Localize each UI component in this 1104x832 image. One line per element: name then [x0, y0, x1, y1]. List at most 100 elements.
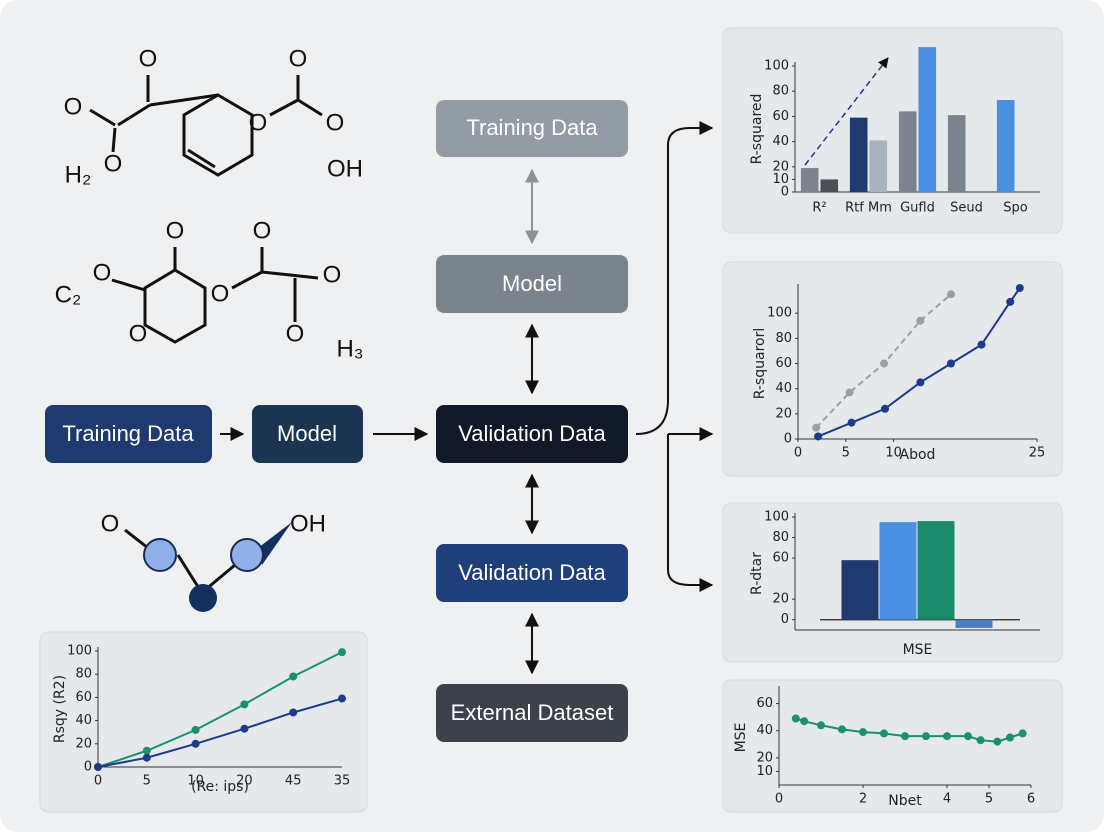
point [338, 648, 346, 657]
bar [898, 111, 917, 192]
atom-label: O [286, 320, 305, 347]
point [977, 340, 986, 349]
node-label: Model [502, 271, 562, 296]
x-tick-label: 2 [859, 792, 867, 807]
atom-label: O [64, 93, 83, 120]
point [791, 714, 800, 723]
y-tick-label: 40 [756, 723, 773, 738]
y-tick-label: 80 [772, 84, 789, 99]
atom-label: O [249, 109, 268, 136]
point [240, 700, 249, 709]
point [838, 725, 846, 734]
point [845, 388, 854, 397]
flow-nodes: Training Data Model Training Data Model … [45, 100, 628, 742]
y-tick-label: 20 [756, 750, 773, 765]
y-tick-label: 100 [767, 306, 792, 321]
y-tick-label: 100 [764, 510, 789, 525]
atom-label: O [289, 45, 308, 72]
bar [800, 168, 819, 192]
point [901, 732, 909, 741]
node-box [436, 405, 628, 463]
y-axis-label: R-squared [749, 94, 765, 165]
point [946, 359, 955, 368]
x-tick-label: Rtf Mm [845, 201, 892, 216]
bar [820, 179, 839, 192]
chart-card [722, 261, 1063, 477]
line [97, 697, 343, 768]
point [800, 717, 809, 726]
atom-label: O [139, 45, 158, 72]
x-tick-label: 6 [1027, 792, 1035, 807]
x-tick-label: 0 [794, 446, 802, 461]
point [1006, 733, 1014, 742]
point [880, 359, 889, 368]
point [289, 672, 298, 681]
atom-label: O [323, 261, 342, 288]
bar [917, 521, 955, 620]
point [847, 418, 856, 427]
point [916, 378, 925, 387]
x-tick-label: 5 [842, 446, 850, 461]
x-tick-label: 35 [334, 774, 351, 789]
point [946, 290, 955, 299]
atom-label: OH [290, 510, 326, 537]
point [922, 732, 930, 741]
y-tick-label: 60 [775, 356, 792, 371]
x-tick-label: 4 [943, 792, 951, 807]
bar [849, 117, 868, 192]
atom-label: H₃ [336, 335, 363, 362]
x-tick-label: 10 [885, 446, 902, 461]
point [916, 316, 925, 325]
point [880, 729, 888, 738]
y-tick-label: 100 [764, 59, 789, 74]
node-box [45, 405, 212, 463]
point [880, 404, 889, 413]
point [859, 728, 867, 737]
atom-label: C₂ [55, 281, 82, 308]
bar [947, 115, 966, 192]
y-tick-label: 10 [772, 172, 789, 187]
atom-label: O [211, 280, 230, 307]
point [976, 736, 985, 745]
line [97, 651, 343, 768]
x-tick-label: 25 [1029, 446, 1046, 461]
bar [996, 100, 1015, 192]
node-label: Validation Data [458, 560, 606, 585]
x-axis-label: (Re: ips) [191, 779, 249, 795]
node-label: Training Data [62, 421, 194, 446]
atom-label: O [104, 150, 123, 177]
y-tick-label: 40 [772, 134, 789, 149]
point [812, 423, 821, 432]
node-label: Training Data [466, 115, 598, 140]
y-tick-label: 0 [781, 612, 789, 627]
point [191, 725, 200, 734]
point [817, 721, 825, 730]
atom-label: O [101, 510, 120, 537]
atom-label: OH [327, 155, 363, 182]
atom-label: O [253, 217, 272, 244]
line [817, 287, 1021, 438]
atom-label: O [93, 259, 112, 286]
x-axis-label: MSE [903, 642, 933, 658]
y-tick-label: 40 [75, 713, 92, 728]
node-box [436, 100, 628, 157]
molecule-bonds [89, 75, 323, 612]
y-tick-label: 20 [772, 159, 789, 174]
x-tick-label: 5 [985, 792, 993, 807]
atom-label: O [166, 217, 185, 244]
node-label: External Dataset [451, 700, 614, 725]
y-axis-label: MSE [733, 723, 749, 753]
y-tick-label: 0 [84, 760, 92, 775]
point [1006, 297, 1015, 306]
node-box [436, 255, 628, 313]
point [142, 753, 151, 762]
y-tick-label: 20 [775, 406, 792, 421]
point [94, 763, 102, 771]
y-axis-label: R-squarorl [752, 328, 768, 400]
bar [841, 560, 879, 620]
x-tick-label: 0 [775, 792, 783, 807]
y-tick-label: 80 [772, 530, 789, 545]
point [191, 739, 200, 748]
node-label: Model [277, 421, 337, 446]
